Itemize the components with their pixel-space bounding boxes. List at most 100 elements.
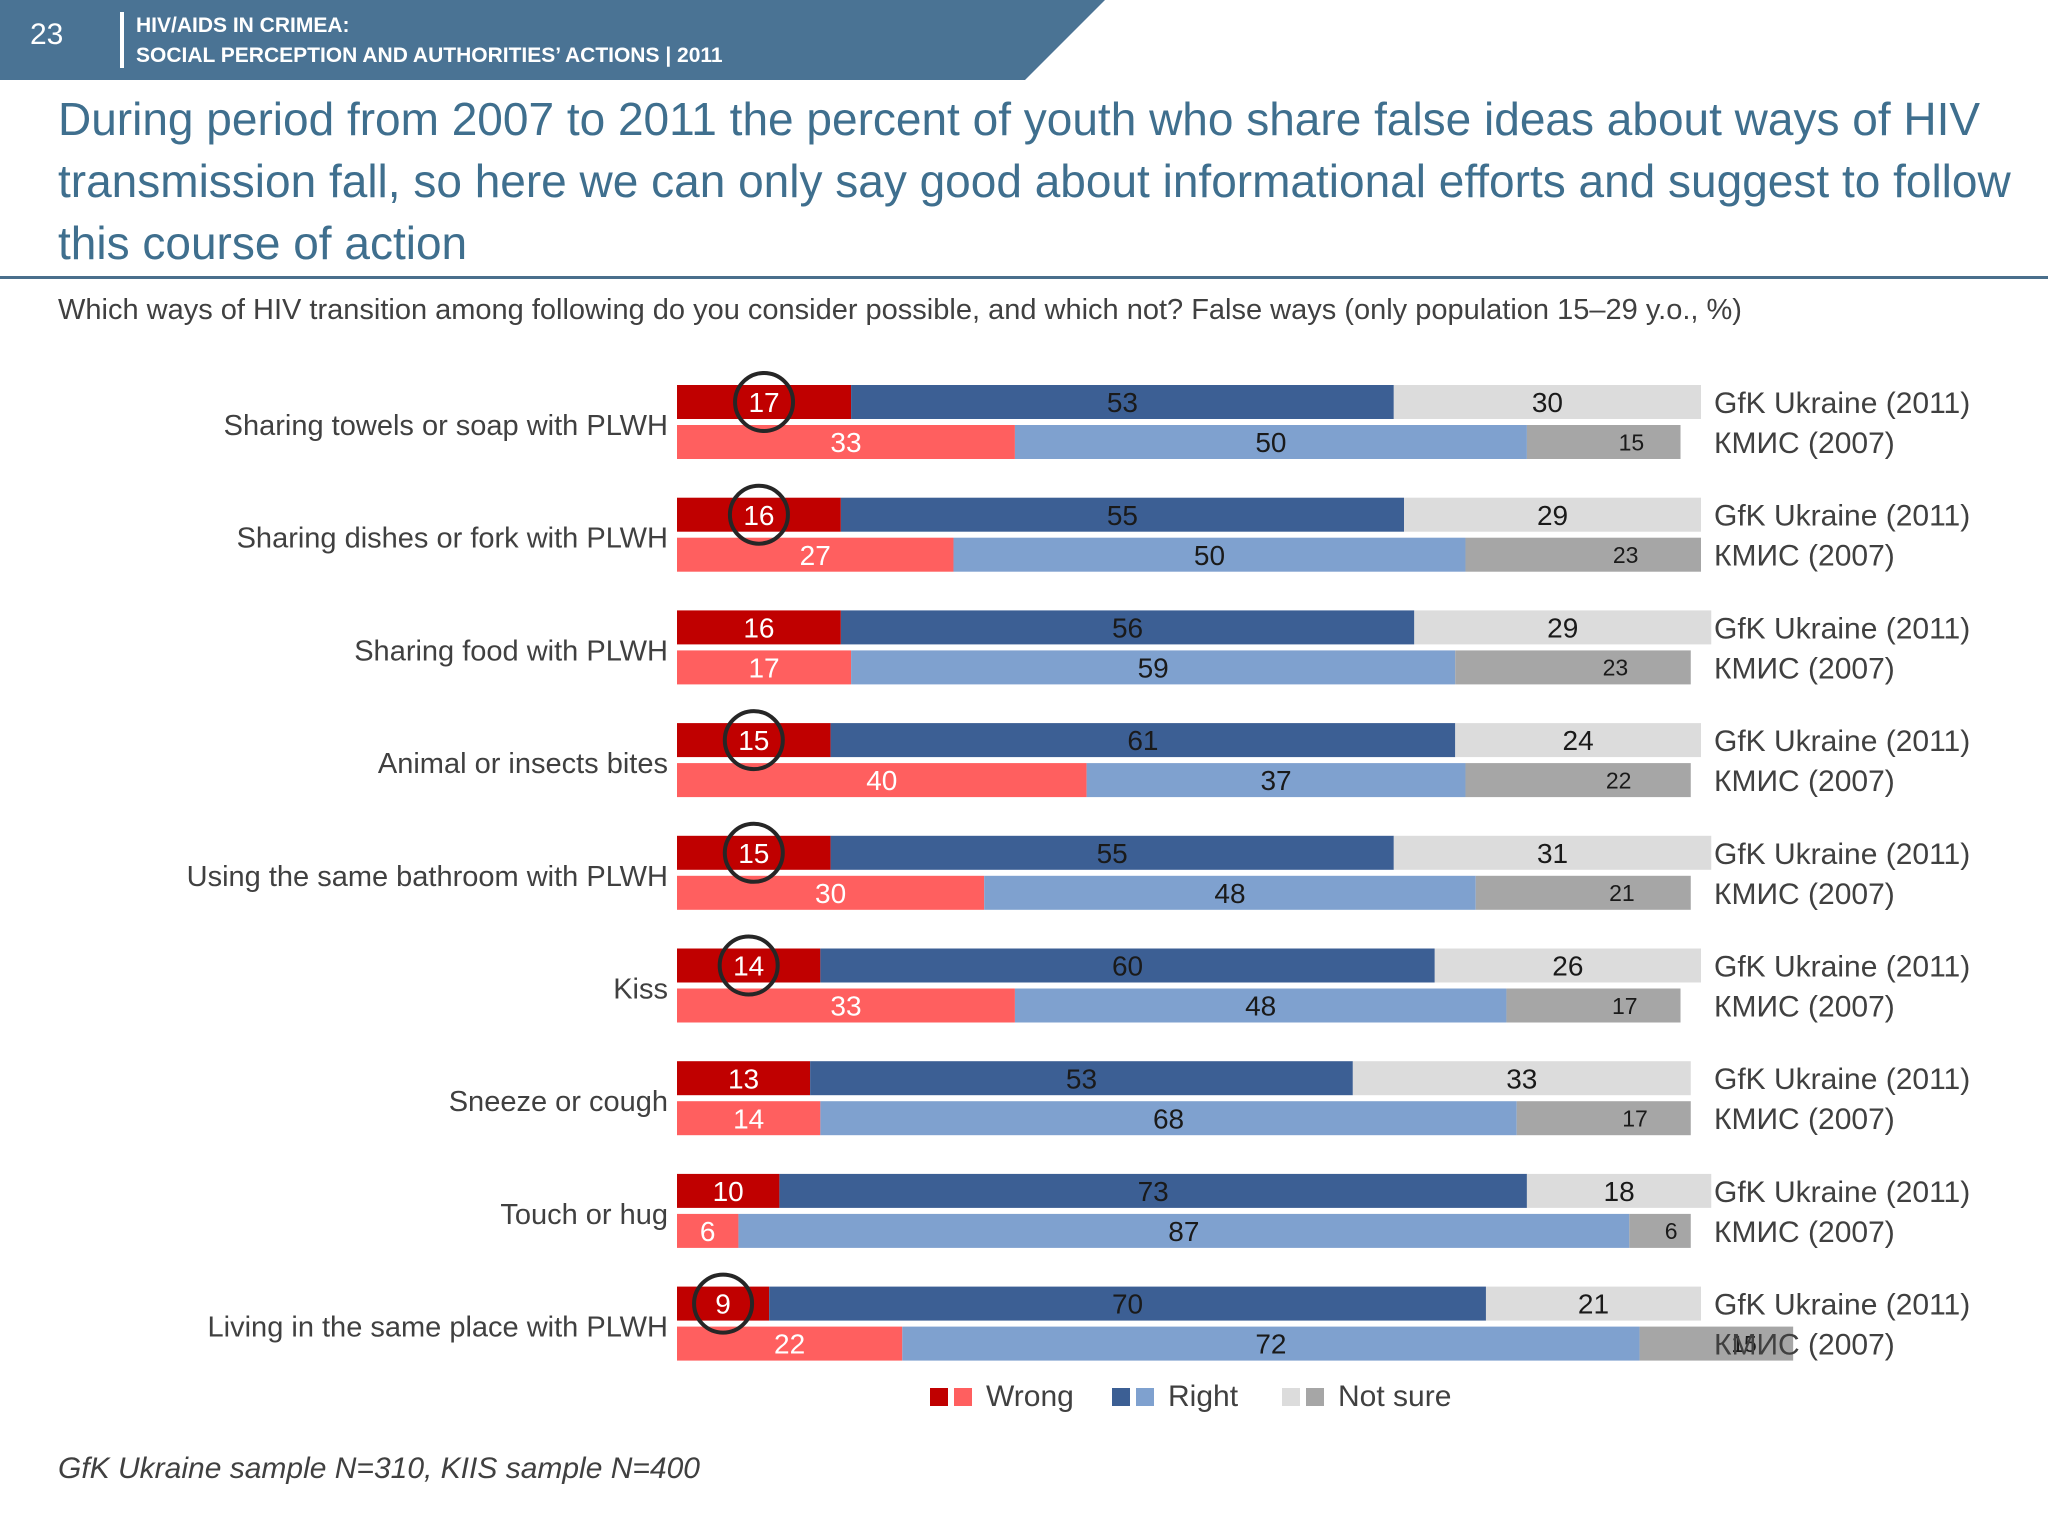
category-label: Sharing dishes or fork with PLWH (237, 523, 668, 555)
bar-segment-right (830, 723, 1456, 758)
bar-segment-right (1014, 425, 1527, 459)
source-label: GfK Ukraine (2011) (1714, 1176, 1970, 1209)
source-label: КМИС (2007) (1714, 1103, 1895, 1136)
bar-segment-wrong (677, 537, 954, 572)
bar-segment-not-sure (1485, 1286, 1701, 1321)
highlight-ring (727, 483, 790, 546)
data-label: 27 (800, 540, 831, 571)
source-label: КМИС (2007) (1714, 765, 1895, 798)
bar-segment-wrong (677, 610, 841, 645)
bar-segment-right (953, 537, 1466, 572)
source-label: КМИС (2007) (1714, 427, 1895, 460)
bar-segment-not-sure (1506, 988, 1681, 1023)
sample-footnote: GfK Ukraine sample N=310, KIIS sample N=… (58, 1452, 700, 1485)
data-label: 16 (743, 500, 774, 531)
data-label: 17 (748, 387, 779, 418)
highlight-ring (717, 934, 780, 997)
data-label: 6 (1665, 1218, 1678, 1244)
data-label: 21 (1578, 1289, 1609, 1320)
data-label: 30 (1532, 387, 1563, 418)
legend-label: Right (1168, 1380, 1239, 1413)
bar-segment-right (984, 875, 1476, 910)
data-label: 22 (1606, 767, 1632, 793)
bar-segment-not-sure (1404, 497, 1701, 532)
bar-segment-right (820, 1101, 1517, 1136)
header-divider (120, 12, 124, 68)
bar-segment-right (1014, 988, 1507, 1023)
source-label: GfK Ukraine (2011) (1714, 1063, 1970, 1096)
data-label: 55 (1107, 500, 1138, 531)
bar-segment-not-sure (1352, 1061, 1691, 1096)
highlight-ring (733, 371, 796, 433)
bar-segment-wrong (677, 835, 831, 870)
highlight-ring (692, 1272, 755, 1335)
data-label: 60 (1112, 951, 1143, 982)
data-label: 53 (1107, 387, 1138, 418)
data-label: 16 (743, 612, 774, 643)
data-label: 73 (1138, 1176, 1169, 1207)
bar-segment-not-sure (1639, 1326, 1794, 1361)
bar-segment-not-sure (1434, 948, 1701, 983)
bar-segment-right (830, 835, 1394, 870)
legend-swatch (1136, 1388, 1154, 1406)
data-label: 37 (1260, 765, 1291, 796)
bar-segment-wrong (677, 1101, 821, 1136)
bar-segment-not-sure (1455, 723, 1701, 758)
bar-segment-right (820, 948, 1435, 983)
data-label: 9 (715, 1289, 731, 1320)
category-label: Living in the same place with PLWH (208, 1312, 668, 1344)
data-label: 22 (774, 1329, 805, 1360)
chart-question: Which ways of HIV transition among follo… (58, 294, 1742, 326)
data-label: 40 (866, 765, 897, 796)
legend-label: Wrong (986, 1380, 1074, 1413)
data-label: 29 (1547, 612, 1578, 643)
data-label: 6 (700, 1216, 716, 1247)
data-label: 50 (1194, 540, 1225, 571)
header-report-subtitle: SOCIAL PERCEPTION AND AUTHORITIES’ ACTIO… (136, 44, 723, 67)
source-label: GfK Ukraine (2011) (1714, 951, 1970, 984)
category-label: Using the same bathroom with PLWH (187, 861, 668, 893)
bar-segment-right (779, 1173, 1527, 1208)
data-label: 15 (738, 838, 769, 869)
bar-segment-wrong (677, 650, 852, 685)
legend-swatch (1306, 1388, 1324, 1406)
bar-segment-wrong (677, 1173, 780, 1208)
bar-segment-wrong (677, 723, 831, 758)
bar-segment-not-sure (1455, 650, 1691, 685)
bar-segment-not-sure (1526, 1173, 1712, 1208)
data-label: 29 (1537, 500, 1568, 531)
category-label: Sharing towels or soap with PLWH (224, 410, 668, 442)
bar-segment-wrong (677, 1061, 811, 1096)
data-label: 15 (1731, 1331, 1757, 1357)
category-label: Touch or hug (500, 1199, 668, 1231)
data-label: 15 (1619, 429, 1645, 455)
bar-segment-wrong (677, 1213, 739, 1248)
page-title: During period from 2007 to 2011 the perc… (58, 93, 2011, 269)
page-number: 23 (30, 18, 64, 51)
data-label: 56 (1112, 612, 1143, 643)
data-label: 13 (728, 1063, 759, 1094)
data-label: 55 (1097, 838, 1128, 869)
data-label: 15 (738, 725, 769, 756)
data-label: 87 (1168, 1216, 1199, 1247)
title-divider (0, 276, 2048, 279)
bar-segment-wrong (677, 385, 852, 419)
bar-segment-right (851, 385, 1394, 419)
bar-segment-not-sure (1629, 1213, 1691, 1248)
data-label: 33 (830, 991, 861, 1022)
source-label: КМИС (2007) (1714, 540, 1895, 573)
data-label: 70 (1112, 1289, 1143, 1320)
highlight-ring (722, 709, 785, 772)
bar-segment-not-sure (1414, 610, 1712, 645)
bar-segment-wrong (677, 988, 1015, 1023)
source-label: GfK Ukraine (2011) (1714, 1289, 1970, 1322)
source-label: GfK Ukraine (2011) (1714, 500, 1970, 533)
data-label: 24 (1563, 725, 1594, 756)
source-label: КМИС (2007) (1714, 1329, 1895, 1362)
data-label: 48 (1245, 991, 1276, 1022)
legend-swatch (954, 1388, 972, 1406)
data-label: 53 (1066, 1063, 1097, 1094)
data-label: 50 (1255, 427, 1286, 458)
bar-segment-wrong (677, 948, 821, 983)
header-report-title: HIV/AIDS IN CRIMEA: (136, 14, 350, 37)
